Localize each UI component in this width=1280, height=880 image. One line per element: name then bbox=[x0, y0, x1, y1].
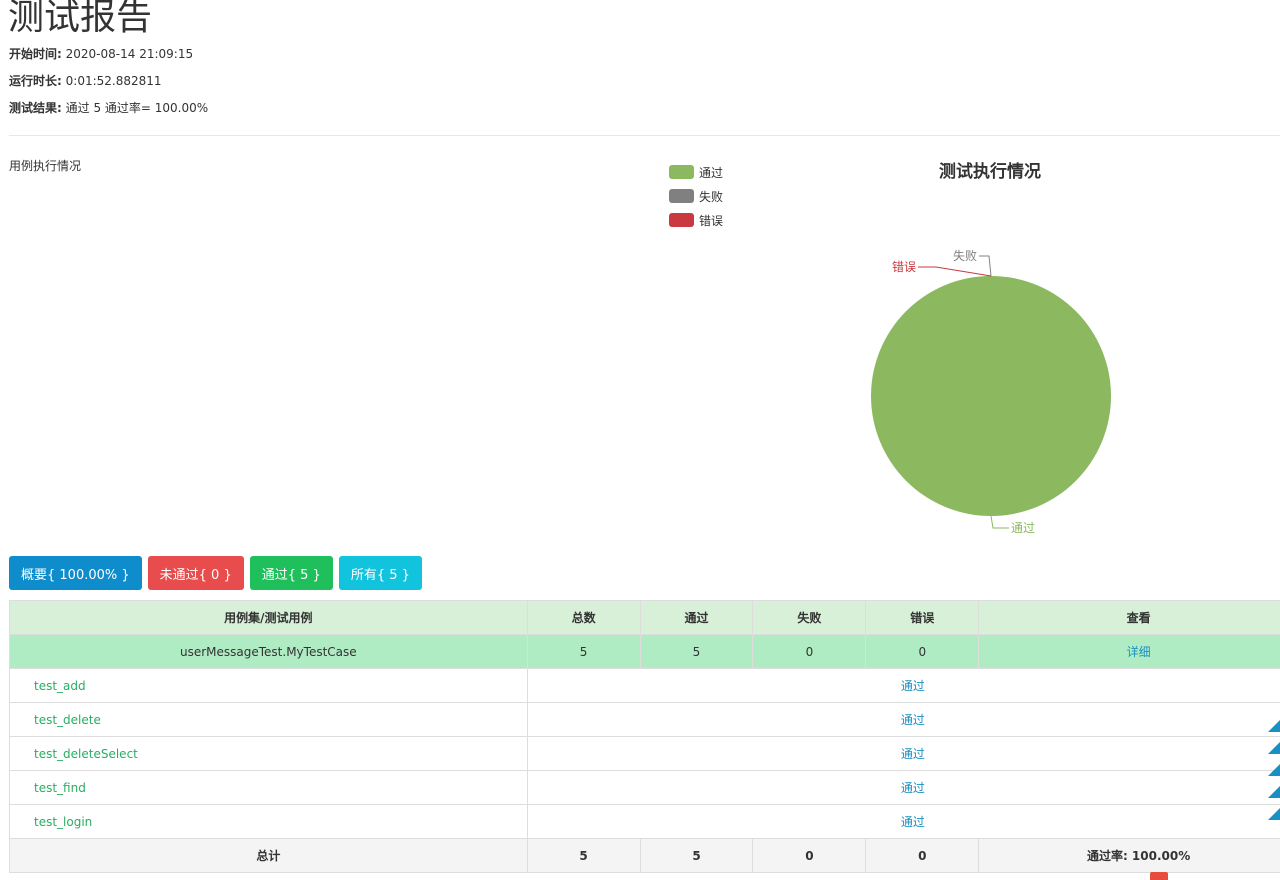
pie-label-2: 错误 bbox=[892, 260, 916, 274]
legend-item-error[interactable]: 错误 bbox=[669, 208, 723, 232]
header-suite-case: 用例集/测试用例 bbox=[9, 600, 528, 635]
duration-label: 运行时长: bbox=[9, 74, 62, 88]
header-pass: 通过 bbox=[639, 600, 754, 635]
case-status-cell: 通过 bbox=[526, 770, 1280, 805]
table-row: test_login 通过 bbox=[9, 804, 1280, 839]
html5-icon bbox=[1150, 872, 1168, 880]
legend-swatch-fail bbox=[669, 189, 694, 203]
passed-button[interactable]: 通过{ 5 } bbox=[249, 556, 333, 590]
case-status-link[interactable]: 通过 bbox=[900, 815, 925, 829]
case-name: test_delete bbox=[9, 702, 528, 737]
start-time-value: 2020-08-14 21:09:15 bbox=[65, 47, 194, 61]
total-fail: 0 bbox=[752, 838, 867, 873]
header-error: 错误 bbox=[865, 600, 980, 635]
header-view: 查看 bbox=[978, 600, 1280, 635]
chart-legend: 通过 失败 错误 bbox=[669, 160, 723, 232]
case-status-cell: 通过 bbox=[526, 804, 1280, 839]
failed-button[interactable]: 未通过{ 0 } bbox=[147, 556, 244, 590]
suite-error: 0 bbox=[865, 634, 980, 669]
start-time-label: 开始时间: bbox=[9, 47, 62, 61]
suite-total: 5 bbox=[526, 634, 641, 669]
taskbar-icons bbox=[1150, 868, 1280, 880]
case-name: test_deleteSelect bbox=[9, 736, 528, 771]
table-row: test_add 通过 bbox=[9, 668, 1280, 703]
scroll-up-icon[interactable] bbox=[1268, 808, 1280, 820]
legend-item-pass[interactable]: 通过 bbox=[669, 160, 723, 184]
legend-label-fail: 失败 bbox=[699, 189, 724, 204]
total-error: 0 bbox=[865, 838, 980, 873]
pie-leader-line-0 bbox=[990, 515, 1009, 529]
result-value: 通过 5 通过率= 100.00% bbox=[65, 101, 209, 115]
total-label: 总计 bbox=[9, 838, 528, 873]
total-rate: 通过率: 100.00% bbox=[978, 838, 1280, 873]
pie-leader-line-2 bbox=[918, 266, 992, 277]
suite-detail-cell: 详细 bbox=[978, 634, 1280, 669]
header-divider bbox=[9, 135, 1280, 136]
suite-fail: 0 bbox=[752, 634, 867, 669]
case-status-cell: 通过 bbox=[526, 702, 1280, 737]
summary-button[interactable]: 概要{ 100.00% } bbox=[9, 556, 142, 590]
suite-row: userMessageTest.MyTestCase 5 5 0 0 详细 bbox=[9, 634, 1280, 669]
table-row: test_delete 通过 bbox=[9, 702, 1280, 737]
case-status-link[interactable]: 通过 bbox=[900, 781, 925, 795]
start-time: 开始时间: 2020-08-14 21:09:15 bbox=[9, 46, 193, 62]
legend-swatch-error bbox=[669, 213, 694, 227]
pie-label-1: 失败 bbox=[953, 248, 977, 263]
all-button[interactable]: 所有{ 5 } bbox=[338, 556, 422, 590]
scroll-up-icon[interactable] bbox=[1268, 720, 1280, 732]
total-count: 5 bbox=[526, 838, 641, 873]
duration-value: 0:01:52.882811 bbox=[65, 74, 162, 88]
pie-slice-0[interactable] bbox=[871, 276, 1111, 516]
result-label: 测试结果: bbox=[9, 101, 62, 115]
case-name: test_find bbox=[9, 770, 528, 805]
pie-leader-line-1 bbox=[979, 255, 992, 277]
case-status-link[interactable]: 通过 bbox=[900, 747, 925, 761]
section-label: 用例执行情况 bbox=[9, 159, 82, 173]
scroll-up-icon[interactable] bbox=[1268, 786, 1280, 798]
detail-link[interactable]: 详细 bbox=[1126, 645, 1151, 659]
legend-swatch-pass bbox=[669, 165, 694, 179]
scroll-up-icon[interactable] bbox=[1268, 764, 1280, 776]
page-title: 测试报告 bbox=[8, 0, 153, 38]
total-pass: 5 bbox=[639, 838, 754, 873]
table-row: test_deleteSelect 通过 bbox=[9, 736, 1280, 771]
suite-pass: 5 bbox=[639, 634, 754, 669]
chart-title: 测试执行情况 bbox=[939, 162, 1041, 182]
header-total: 总数 bbox=[526, 600, 641, 635]
case-name: test_add bbox=[9, 668, 528, 703]
test-result: 测试结果: 通过 5 通过率= 100.00% bbox=[9, 100, 208, 116]
legend-label-pass: 通过 bbox=[699, 165, 724, 180]
case-name: test_login bbox=[9, 804, 528, 839]
results-table: 用例集/测试用例 总数 通过 失败 错误 查看 userMessageTest.… bbox=[9, 600, 1280, 873]
duration: 运行时长: 0:01:52.882811 bbox=[9, 73, 162, 89]
case-status-cell: 通过 bbox=[526, 668, 1280, 703]
header-fail: 失败 bbox=[752, 600, 867, 635]
case-status-cell: 通过 bbox=[526, 736, 1280, 771]
legend-item-fail[interactable]: 失败 bbox=[669, 184, 723, 208]
legend-label-error: 错误 bbox=[699, 213, 724, 228]
side-scroll-icons bbox=[1268, 720, 1280, 830]
case-status-link[interactable]: 通过 bbox=[900, 713, 925, 727]
suite-name: userMessageTest.MyTestCase bbox=[9, 634, 528, 669]
pie-label-0: 通过 bbox=[1011, 521, 1035, 535]
scroll-up-icon[interactable] bbox=[1268, 742, 1280, 754]
case-status-link[interactable]: 通过 bbox=[900, 679, 925, 693]
total-row: 总计 5 5 0 0 通过率: 100.00% bbox=[9, 838, 1280, 873]
filter-buttons: 概要{ 100.00% } 未通过{ 0 } 通过{ 5 } 所有{ 5 } bbox=[9, 556, 422, 590]
table-row: test_find 通过 bbox=[9, 770, 1280, 805]
table-header-row: 用例集/测试用例 总数 通过 失败 错误 查看 bbox=[9, 600, 1280, 635]
